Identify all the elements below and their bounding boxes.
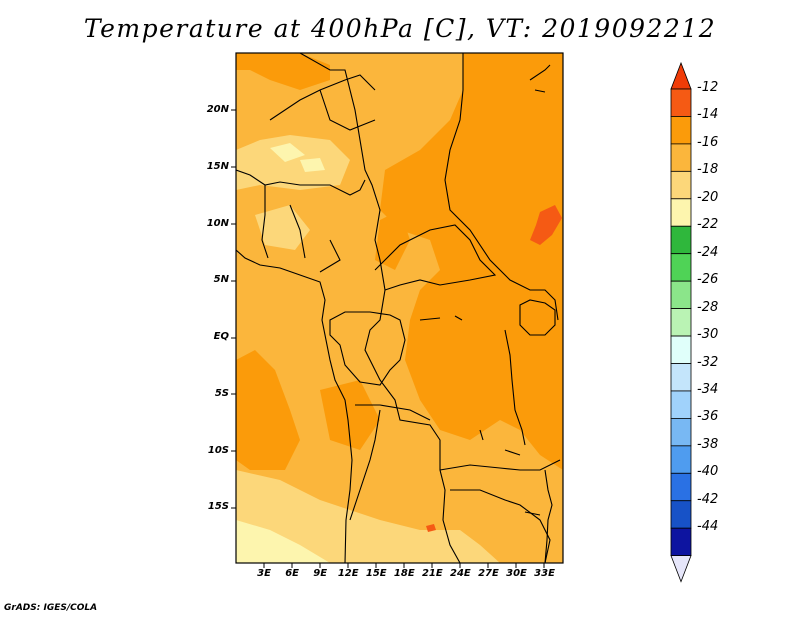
lon-tick-label: 21E: [421, 568, 443, 579]
colorbar-swatch: [670, 335, 692, 364]
field-warm-south: [236, 53, 330, 90]
field-warm-sw: [320, 380, 380, 450]
colorbar-swatch: [670, 472, 692, 502]
lon-tick-label: 6E: [285, 568, 299, 579]
colorbar-swatch: [670, 253, 692, 282]
colorbar-label: -40: [697, 464, 719, 480]
border-lines-4: [329, 311, 406, 386]
colorbar-swatch: [670, 417, 692, 447]
border-lines-3: [374, 224, 497, 291]
colorbar-swatch: [670, 280, 692, 309]
colorbar-label: -44: [697, 519, 719, 535]
political-borders: [236, 53, 561, 563]
field-cool-south: [236, 470, 500, 563]
grads-credit: GrADS: IGES/COLA: [4, 603, 98, 613]
map-frame: [235, 52, 564, 564]
field-hot-patch-2: [426, 524, 436, 532]
lon-tick-label: 12E: [337, 568, 359, 579]
colorbar-swatch: [670, 308, 692, 337]
colorbar-label: -28: [697, 299, 719, 315]
coast-north: [529, 64, 551, 93]
colorbar-swatch: [670, 198, 692, 227]
coast-east: [544, 469, 553, 563]
colorbar-label: -12: [697, 80, 719, 95]
colorbar-top-arrow: [670, 61, 692, 90]
lon-tick-label: 33E: [534, 568, 555, 579]
colorbar-label: -26: [697, 272, 719, 288]
colorbar-swatch: [670, 116, 692, 145]
colorbar-swatch: [670, 225, 692, 255]
lat-tick-label: EQ: [213, 331, 229, 342]
border-lines-2: [444, 53, 559, 321]
border-lines-7: [236, 169, 366, 273]
colorbar-label: -30: [697, 327, 719, 343]
border-lines-5: [349, 404, 431, 521]
coastline: [236, 249, 353, 563]
field-cool-north: [236, 135, 350, 190]
colorbar-label: -16: [697, 134, 719, 150]
field-cold-strip: [236, 520, 330, 563]
colorbar-label: -38: [697, 436, 719, 452]
colorbar-swatch: [670, 445, 692, 474]
temperature-field: [236, 53, 563, 563]
colorbar-bottom-arrow: [670, 555, 692, 583]
field-hot-patch-1: [530, 205, 562, 245]
field-warm-center: [375, 210, 410, 270]
field-warm-west: [236, 350, 300, 470]
lat-tick-label: 15N: [206, 160, 229, 172]
lon-tick-label: 3E: [257, 568, 271, 579]
colorbar-label: -42: [697, 491, 719, 507]
lat-tick-label: 20N: [206, 104, 229, 115]
lat-tick-label: 15S: [207, 501, 229, 513]
field-cold-patch-2: [300, 158, 325, 172]
colorbar-label: -18: [697, 162, 719, 178]
colorbar-label: -32: [697, 354, 719, 370]
lon-tick-label: 9E: [313, 568, 328, 579]
border-lines-8: [269, 74, 376, 131]
colorbar: [670, 61, 692, 583]
lat-tick-label: 5S: [214, 387, 229, 399]
colorbar-label: -14: [697, 107, 719, 123]
colorbar-label: -22: [697, 217, 719, 233]
field-warm-east: [380, 53, 563, 470]
lon-tick-label: 27E: [478, 568, 499, 579]
chart-title: Temperature at 400hPa [C], VT: 201909221…: [83, 14, 717, 43]
colorbar-label: -34: [697, 381, 719, 397]
colorbar-label: -20: [697, 189, 719, 205]
lakes: [419, 299, 556, 516]
colorbar-swatch: [670, 88, 692, 117]
colorbar-swatch: [670, 143, 692, 172]
colorbar-swatch: [670, 500, 692, 529]
field-cold-patch-1: [270, 143, 305, 162]
lon-tick-label: 18E: [393, 568, 415, 579]
colorbar-label: -24: [697, 244, 719, 260]
lat-tick-label: 5N: [213, 274, 229, 286]
lat-ticks: [231, 109, 236, 509]
colorbar-swatch: [670, 363, 692, 392]
lat-tick-label: 10N: [206, 217, 229, 229]
lon-tick-label: 24E: [450, 568, 471, 579]
lon-tick-label: 30E: [506, 568, 527, 579]
colorbar-swatch: [670, 170, 692, 200]
colorbar-swatch: [670, 390, 692, 419]
colorbar-label: -36: [697, 409, 719, 425]
lat-tick-label: 10S: [207, 444, 229, 456]
border-lines-6: [439, 459, 561, 563]
lon-ticks: [263, 563, 545, 568]
colorbar-swatch: [670, 527, 692, 557]
lon-tick-label: 15E: [365, 568, 387, 579]
field-cool-west: [255, 205, 310, 250]
